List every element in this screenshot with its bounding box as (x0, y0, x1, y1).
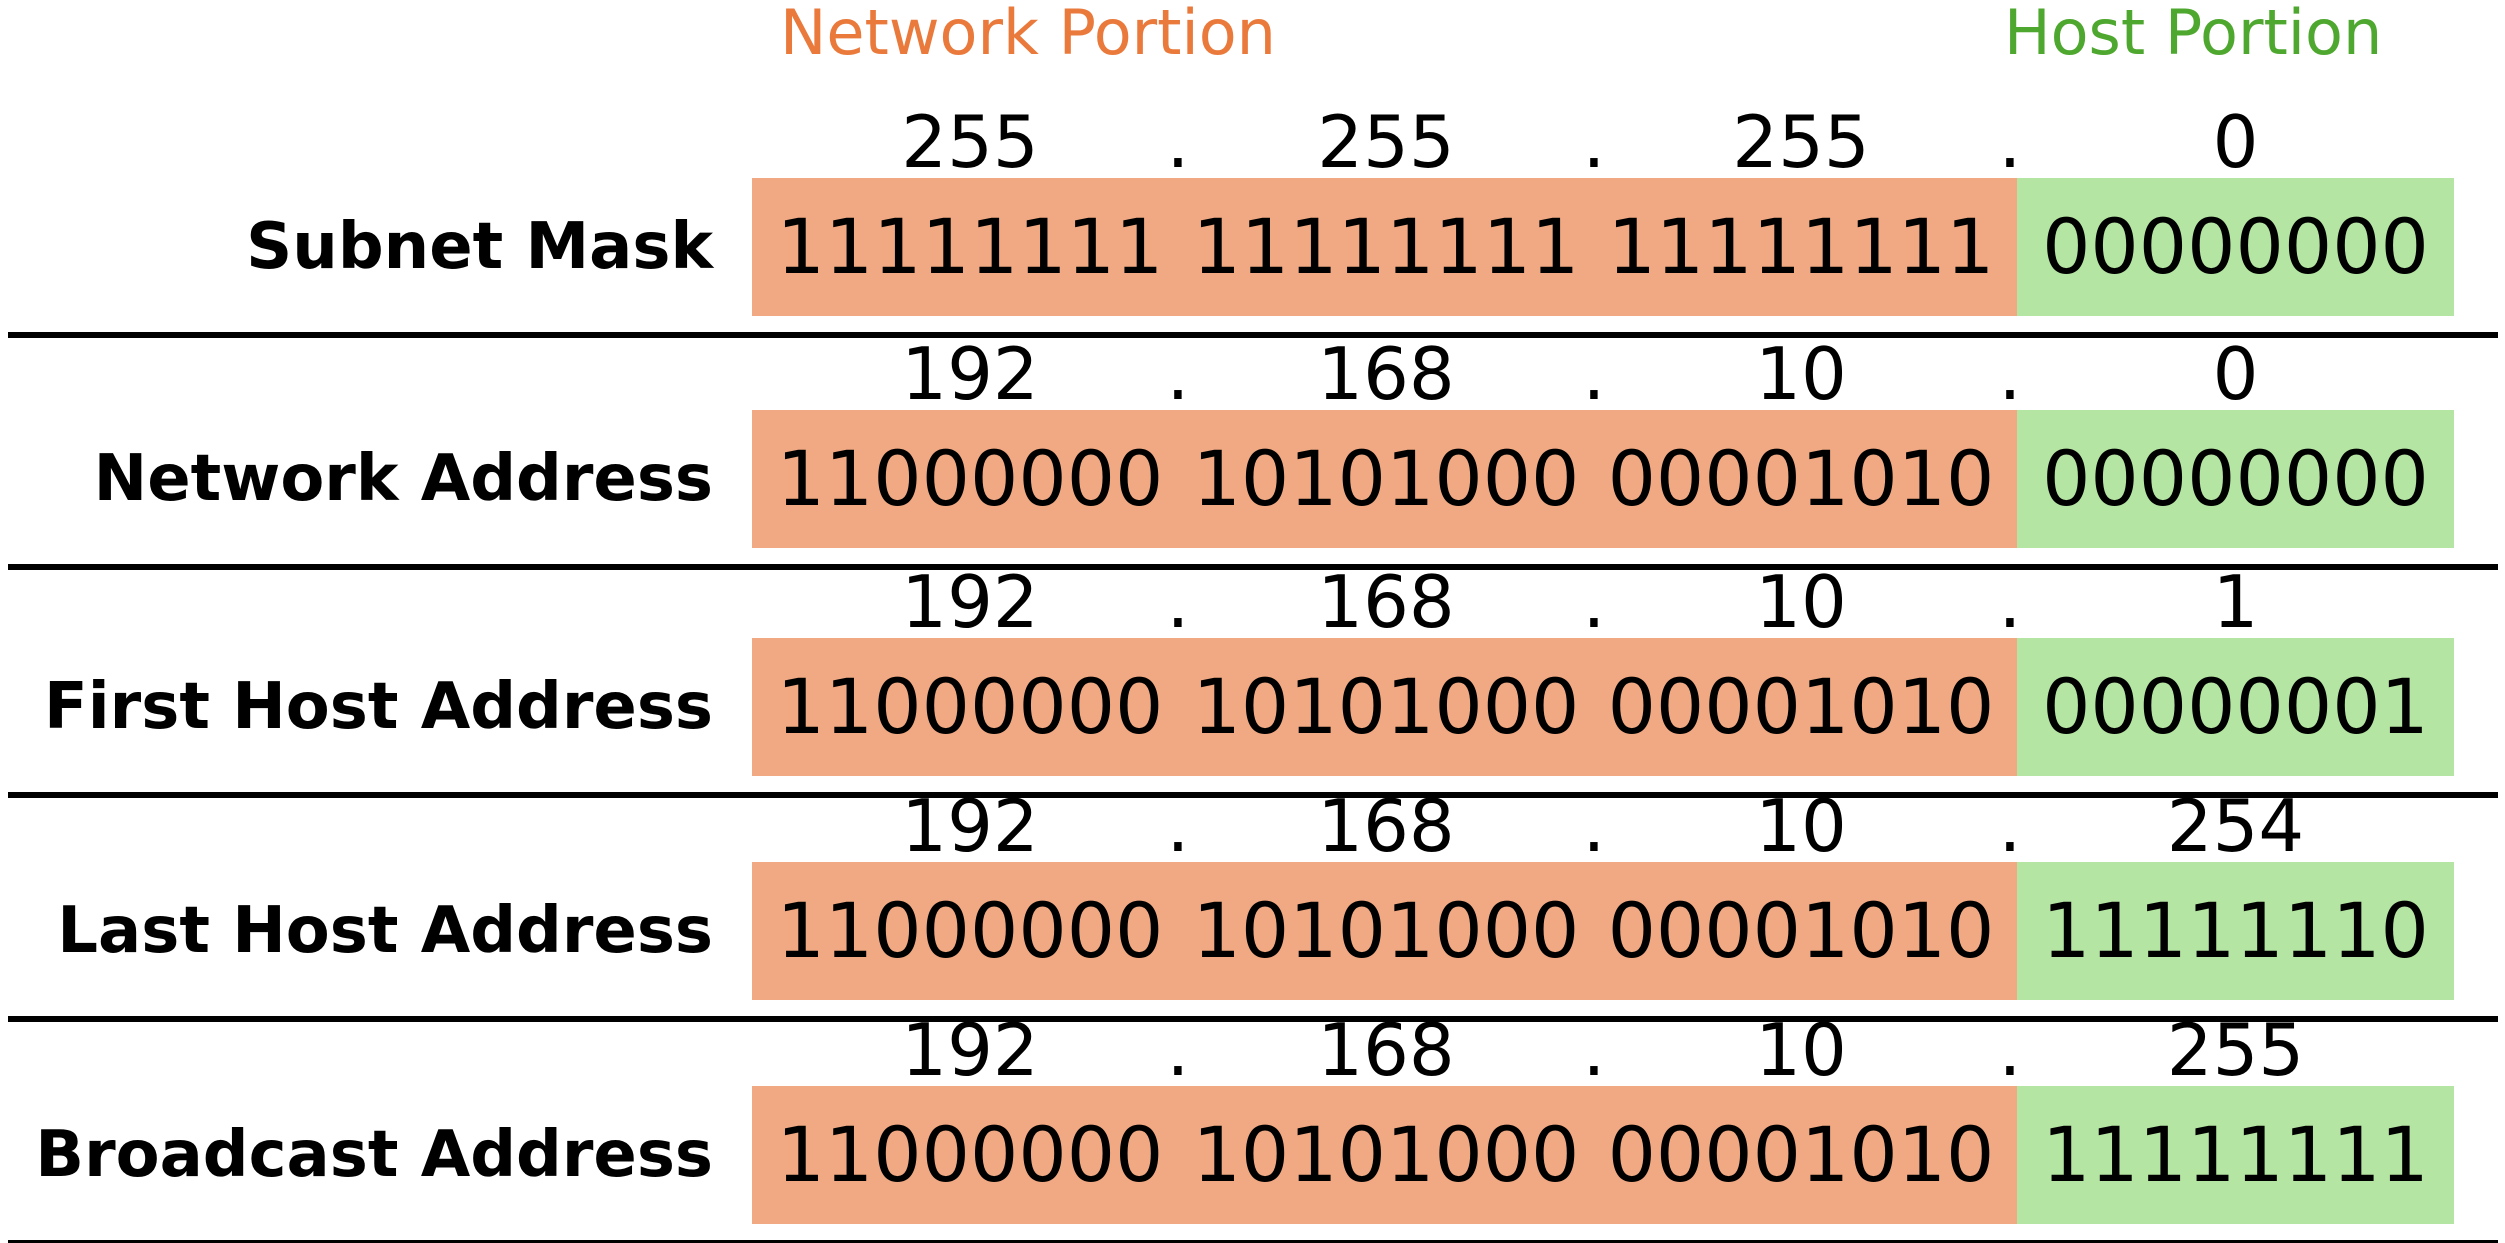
octet-dot: . (1998, 560, 2022, 644)
binary-octet-3: 00001010 (1607, 662, 1995, 751)
network-portion-bar (752, 1086, 2017, 1224)
decimal-octet-4: 0 (2212, 100, 2259, 184)
row-divider (8, 792, 2498, 798)
decimal-octet-2: 168 (1317, 560, 1455, 644)
row-subnet-mask: Subnet Mask 255 255 255 0 . . . 11111111… (0, 96, 2505, 338)
network-portion-bar (752, 862, 2017, 1000)
row-label: Broadcast Address (35, 1118, 713, 1192)
octet-dot: . (1582, 100, 1606, 184)
decimal-octet-2: 168 (1317, 784, 1455, 868)
binary-octet-3: 00001010 (1607, 1110, 1995, 1199)
row-divider (8, 1240, 2498, 1243)
row-divider (8, 332, 2498, 338)
host-portion-bar (2017, 178, 2454, 316)
decimal-octet-3: 10 (1755, 560, 1847, 644)
row-divider (8, 564, 2498, 570)
binary-octet-2: 10101000 (1192, 1110, 1580, 1199)
network-portion-bar (752, 178, 2017, 316)
binary-octet-3: 11111111 (1607, 202, 1995, 291)
decimal-octet-1: 255 (901, 100, 1039, 184)
decimal-octet-1: 192 (901, 1008, 1039, 1092)
row-broadcast-address: Broadcast Address 192 168 10 255 . . . 1… (0, 1004, 2505, 1243)
network-portion-bar (752, 638, 2017, 776)
decimal-octet-3: 255 (1732, 100, 1870, 184)
binary-octet-4: 00000000 (2042, 434, 2429, 523)
octet-dot: . (1582, 560, 1606, 644)
octet-dot: . (1998, 784, 2022, 868)
network-portion-bar (752, 410, 2017, 548)
binary-octet-4: 11111111 (2042, 1110, 2429, 1199)
binary-octet-3: 00001010 (1607, 886, 1995, 975)
octet-dot: . (1166, 100, 1190, 184)
network-portion-label: Network Portion (780, 0, 1276, 69)
binary-octet-2: 10101000 (1192, 662, 1580, 751)
binary-octet-1: 11000000 (776, 886, 1164, 975)
row-label: Last Host Address (57, 894, 713, 968)
row-network-address: Network Address 192 168 10 0 . . . 11000… (0, 328, 2505, 570)
host-portion-bar (2017, 410, 2454, 548)
binary-octet-3: 00001010 (1607, 434, 1995, 523)
binary-octet-1: 11000000 (776, 662, 1164, 751)
decimal-octet-4: 0 (2212, 332, 2259, 416)
octet-dot: . (1998, 1008, 2022, 1092)
row-label: First Host Address (44, 670, 713, 744)
host-portion-bar (2017, 1086, 2454, 1224)
decimal-octet-2: 255 (1317, 100, 1455, 184)
binary-octet-1: 11000000 (776, 1110, 1164, 1199)
host-portion-bar (2017, 862, 2454, 1000)
binary-octet-2: 10101000 (1192, 434, 1580, 523)
binary-octet-2: 10101000 (1192, 886, 1580, 975)
octet-dot: . (1166, 332, 1190, 416)
row-label: Subnet Mask (246, 210, 713, 284)
octet-dot: . (1582, 332, 1606, 416)
binary-octet-2: 11111111 (1192, 202, 1580, 291)
octet-dot: . (1582, 784, 1606, 868)
octet-dot: . (1166, 1008, 1190, 1092)
row-first-host-address: First Host Address 192 168 10 1 . . . 11… (0, 556, 2505, 798)
decimal-octet-3: 10 (1755, 332, 1847, 416)
octet-dot: . (1166, 560, 1190, 644)
host-portion-label: Host Portion (2004, 0, 2383, 69)
row-last-host-address: Last Host Address 192 168 10 254 . . . 1… (0, 780, 2505, 1022)
octet-dot: . (1998, 100, 2022, 184)
decimal-octet-4: 1 (2212, 560, 2259, 644)
binary-octet-4: 11111110 (2042, 886, 2429, 975)
decimal-octet-1: 192 (901, 784, 1039, 868)
decimal-octet-3: 10 (1755, 784, 1847, 868)
octet-dot: . (1998, 332, 2022, 416)
decimal-octet-4: 255 (2166, 1008, 2305, 1092)
decimal-octet-1: 192 (901, 332, 1039, 416)
binary-octet-4: 00000001 (2042, 662, 2429, 751)
decimal-octet-1: 192 (901, 560, 1039, 644)
octet-dot: . (1166, 784, 1190, 868)
decimal-octet-2: 168 (1317, 1008, 1455, 1092)
decimal-octet-2: 168 (1317, 332, 1455, 416)
decimal-octet-3: 10 (1755, 1008, 1847, 1092)
row-divider (8, 1016, 2498, 1022)
decimal-octet-4: 254 (2166, 784, 2305, 868)
binary-octet-4: 00000000 (2042, 202, 2429, 291)
binary-octet-1: 11111111 (776, 202, 1164, 291)
row-label: Network Address (93, 442, 713, 516)
host-portion-bar (2017, 638, 2454, 776)
binary-octet-1: 11000000 (776, 434, 1164, 523)
octet-dot: . (1582, 1008, 1606, 1092)
